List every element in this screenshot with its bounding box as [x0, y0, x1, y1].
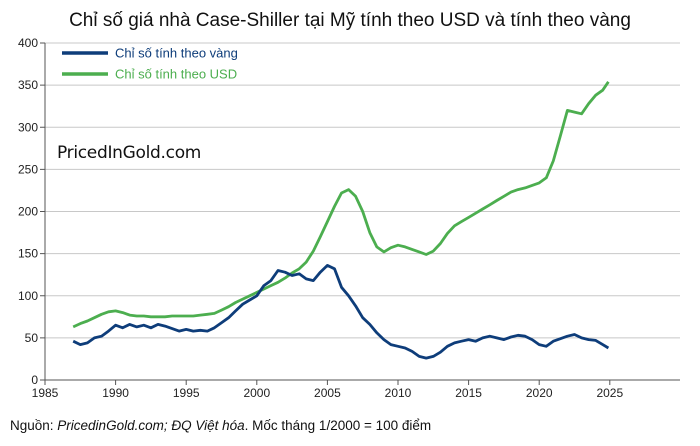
x-tick-label: 2015: [455, 386, 482, 400]
y-tick-label: 250: [18, 162, 38, 176]
y-tick-label: 200: [18, 205, 38, 219]
series-line-usd: [72, 81, 610, 329]
series-line-gold: [72, 264, 610, 360]
x-tick-label: 1995: [173, 386, 200, 400]
x-tick-label: 2025: [596, 386, 623, 400]
source-suffix: . Mốc tháng 1/2000 = 100 điểm: [244, 418, 432, 433]
legend-label: Chỉ số tính theo USD: [115, 67, 237, 82]
y-tick-label: 100: [18, 289, 38, 303]
chart-title: Chỉ số giá nhà Case-Shiller tại Mỹ tính …: [69, 10, 631, 31]
x-tick-label: 2010: [385, 386, 412, 400]
x-tick-label: 1985: [32, 386, 59, 400]
source-prefix: Nguồn:: [10, 418, 58, 433]
legend-label: Chỉ số tính theo vàng: [115, 46, 238, 61]
y-tick-label: 350: [18, 78, 38, 92]
source-italic: PricedinGold.com; ĐQ Việt hóa: [57, 418, 245, 433]
y-tick-label: 150: [18, 247, 38, 261]
y-tick-label: 400: [18, 36, 38, 50]
x-axis-ticks: 1985 1990 1995 2000 2005 2010 2015 2020 2025: [32, 380, 623, 400]
y-tick-label: 50: [25, 331, 39, 345]
y-tick-label: 300: [18, 120, 38, 134]
source-note: Nguồn: PricedinGold.com; ĐQ Việt hóa. Mố…: [10, 418, 431, 433]
y-axis-ticks: 0 50 100 150 200 250 300 350 400: [18, 36, 45, 387]
grid: [45, 42, 680, 339]
y-tick-label: 0: [31, 373, 38, 387]
series-layer: [72, 81, 610, 360]
watermark: PricedInGold.com: [57, 143, 201, 163]
legend: Chỉ số tính theo vàng Chỉ số tính theo US…: [62, 46, 238, 82]
x-tick-label: 2020: [526, 386, 553, 400]
x-tick-label: 2000: [243, 386, 270, 400]
x-tick-label: 2005: [314, 386, 341, 400]
x-tick-label: 1990: [102, 386, 129, 400]
